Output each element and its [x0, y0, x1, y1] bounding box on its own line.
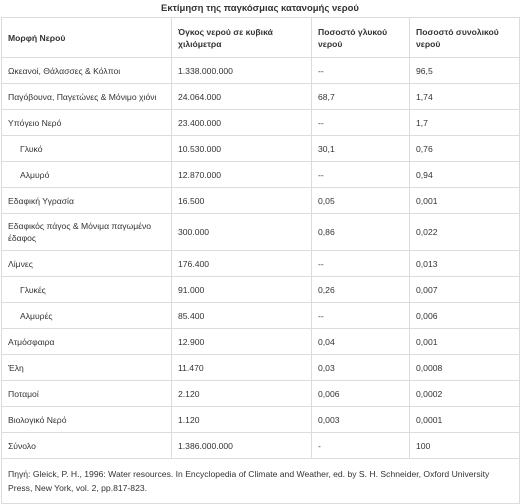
source-note: Πηγή: Gleick, P. H., 1996: Water resourc… — [1, 458, 520, 504]
table-row: Υπόγειο Νερό 23.400.000 -- 1,7 — [1, 109, 520, 136]
header-total-percent: Ποσοστό συνολικού νερού — [409, 17, 520, 58]
cell-total-percent: 0,0008 — [409, 354, 520, 381]
cell-volume: 24.064.000 — [171, 83, 312, 110]
header-volume: Όγκος νερού σε κυβικά χιλιόμετρα — [171, 17, 312, 58]
cell-fresh-percent: 0,26 — [311, 276, 410, 303]
cell-total-percent: 0,94 — [409, 161, 520, 188]
cell-volume: 12.900 — [171, 328, 312, 355]
cell-total-percent: 0,0002 — [409, 380, 520, 407]
cell-form: Σύνολο — [1, 432, 172, 459]
cell-fresh-percent: - — [311, 432, 410, 459]
cell-fresh-percent: -- — [311, 302, 410, 329]
cell-total-percent: 1,7 — [409, 109, 520, 136]
table-row: Αλμυρό 12.870.000 -- 0,94 — [1, 161, 520, 188]
source-row: Πηγή: Gleick, P. H., 1996: Water resourc… — [1, 458, 520, 504]
cell-form: Ποταμοί — [1, 380, 172, 407]
cell-volume: 23.400.000 — [171, 109, 312, 136]
cell-total-percent: 1,74 — [409, 83, 520, 110]
cell-volume: 1.386.000.000 — [171, 432, 312, 459]
cell-total-percent: 0,001 — [409, 328, 520, 355]
cell-form: Παγόβουνα, Παγετώνες & Μόνιμο χιόνι — [1, 83, 172, 110]
table-row: Εδαφική Υγρασία 16.500 0,05 0,001 — [1, 187, 520, 214]
cell-total-percent: 0,013 — [409, 250, 520, 277]
cell-fresh-percent: -- — [311, 250, 410, 277]
cell-form: Αλμυρές — [1, 302, 172, 329]
cell-fresh-percent: 0,006 — [311, 380, 410, 407]
cell-form: Βιολογικό Νερό — [1, 406, 172, 433]
cell-fresh-percent: 0,05 — [311, 187, 410, 214]
cell-total-percent: 0,76 — [409, 135, 520, 162]
cell-fresh-percent: 68,7 — [311, 83, 410, 110]
cell-fresh-percent: 0,86 — [311, 213, 410, 251]
cell-volume: 11.470 — [171, 354, 312, 381]
cell-volume: 1.120 — [171, 406, 312, 433]
cell-volume: 91.000 — [171, 276, 312, 303]
cell-form: Γλυκές — [1, 276, 172, 303]
cell-fresh-percent: -- — [311, 109, 410, 136]
cell-form: Υπόγειο Νερό — [1, 109, 172, 136]
table-caption: Εκτίμηση της παγκόσμιας κατανομής νερού — [161, 3, 359, 14]
cell-form: Ατμόσφαιρα — [1, 328, 172, 355]
header-fresh-percent: Ποσοστό γλυκού νερού — [311, 17, 410, 58]
cell-fresh-percent: -- — [311, 161, 410, 188]
table-row: Έλη 11.470 0,03 0,0008 — [1, 354, 520, 381]
table-row: Ωκεανοί, Θάλασσες & Κόλποι 1.338.000.000-… — [1, 57, 520, 84]
cell-form: Λίμνες — [1, 250, 172, 277]
cell-volume: 1.338.000.000 — [171, 57, 312, 84]
cell-volume: 85.400 — [171, 302, 312, 329]
header-form: Μορφή Νερού — [1, 17, 172, 58]
cell-volume: 176.400 — [171, 250, 312, 277]
cell-volume: 12.870.000 — [171, 161, 312, 188]
cell-volume: 16.500 — [171, 187, 312, 214]
table-row: Γλυκό 10.530.000 30,1 0,76 — [1, 135, 520, 162]
cell-form: Ωκεανοί, Θάλασσες & Κόλποι — [1, 57, 172, 84]
header-row: Μορφή Νερού Όγκος νερού σε κυβικά χιλιόμ… — [1, 17, 520, 58]
table-row: Παγόβουνα, Παγετώνες & Μόνιμο χιόνι 24.06… — [1, 83, 520, 110]
cell-fresh-percent: 0,003 — [311, 406, 410, 433]
cell-form: Έλη — [1, 354, 172, 381]
table-row: Γλυκές 91.000 0,26 0,007 — [1, 276, 520, 303]
cell-volume: 10.530.000 — [171, 135, 312, 162]
cell-volume: 2.120 — [171, 380, 312, 407]
table-row: Ατμόσφαιρα 12.900 0,04 0,001 — [1, 328, 520, 355]
cell-form: Εδαφική Υγρασία — [1, 187, 172, 214]
table-row: Ποταμοί 2.120 0,006 0,0002 — [1, 380, 520, 407]
cell-total-percent: 0,0001 — [409, 406, 520, 433]
cell-volume: 300.000 — [171, 213, 312, 251]
cell-total-percent: 0,006 — [409, 302, 520, 329]
cell-total-percent: 0,022 — [409, 213, 520, 251]
table-row: Βιολογικό Νερό 1.120 0,003 0,0001 — [1, 406, 520, 433]
table-row: Σύνολο 1.386.000.000-100 — [1, 432, 520, 459]
cell-fresh-percent: 0,04 — [311, 328, 410, 355]
cell-fresh-percent: -- — [311, 57, 410, 84]
cell-fresh-percent: 0,03 — [311, 354, 410, 381]
cell-form: Εδαφικός πάγος & Μόνιμα παγωμένο έδαφος — [1, 213, 172, 251]
cell-total-percent: 0,007 — [409, 276, 520, 303]
cell-form: Αλμυρό — [1, 161, 172, 188]
water-distribution-table: Μορφή Νερού Όγκος νερού σε κυβικά χιλιόμ… — [1, 17, 520, 504]
cell-total-percent: 0,001 — [409, 187, 520, 214]
cell-total-percent: 96,5 — [409, 57, 520, 84]
table-row: Λίμνες 176.400 -- 0,013 — [1, 250, 520, 277]
cell-total-percent: 100 — [409, 432, 520, 459]
table-body: Ωκεανοί, Θάλασσες & Κόλποι 1.338.000.000-… — [1, 57, 520, 459]
cell-fresh-percent: 30,1 — [311, 135, 410, 162]
table-row: Εδαφικός πάγος & Μόνιμα παγωμένο έδαφος 3… — [1, 213, 520, 251]
cell-form: Γλυκό — [1, 135, 172, 162]
table-row: Αλμυρές 85.400 -- 0,006 — [1, 302, 520, 329]
